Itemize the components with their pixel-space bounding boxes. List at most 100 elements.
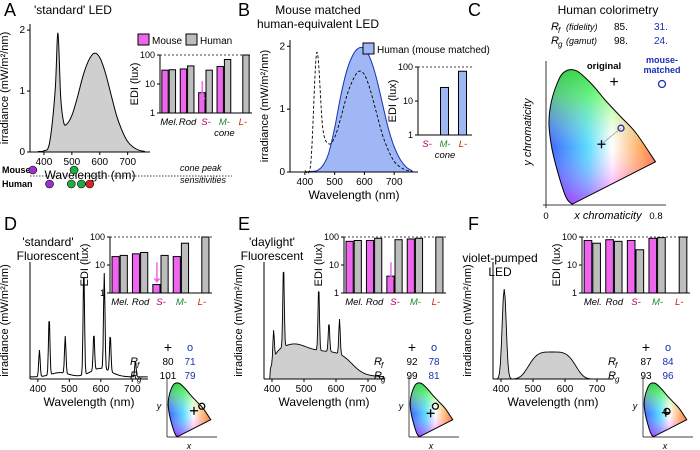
metric-rf-sub: f bbox=[615, 361, 618, 370]
edi-category-label: L- bbox=[459, 139, 467, 150]
edi-y-tick-label: 1 bbox=[150, 108, 155, 118]
edi-bar-mouse-m bbox=[648, 237, 658, 294]
edi-inset-a: 1 10 100 EDI (lux) Mel. Rod S- M- L-cone bbox=[129, 50, 252, 139]
metric-rf-mouse-matched: 84 bbox=[662, 357, 674, 368]
mini-y-label: y bbox=[156, 401, 162, 411]
x-tick-label: 400 bbox=[493, 384, 510, 395]
edi-cone-label: cone bbox=[435, 150, 456, 161]
edi-y-label: EDI (lux) bbox=[79, 244, 91, 287]
panel-b-title: human-equivalent LED bbox=[257, 17, 379, 31]
y-tick-label: 0 bbox=[19, 147, 25, 158]
gamut-fill-overlay bbox=[168, 382, 211, 437]
c-y-label: y chromaticity bbox=[522, 97, 534, 167]
y-axis-label: irradiance (mW/m²/nm) bbox=[0, 32, 11, 144]
metric-rg-original: 99 bbox=[406, 371, 418, 382]
metric-desc: (gamut) bbox=[566, 36, 597, 46]
x-tick-label: 700 bbox=[589, 384, 606, 395]
edi-y-tick-label: 1 bbox=[334, 288, 339, 298]
x-tick-label: 600 bbox=[92, 384, 109, 395]
edi-cone-label: cone bbox=[214, 128, 235, 139]
edi-y-label: EDI (lux) bbox=[551, 244, 563, 287]
metric-rf-label: R bbox=[608, 356, 616, 368]
metric-rg-original: 101 bbox=[160, 371, 177, 382]
panel-d-title: Fluorescent bbox=[17, 249, 80, 263]
edi-y-label: EDI (lux) bbox=[313, 244, 325, 287]
gamut-c bbox=[548, 69, 656, 205]
mouse-matched-legend-label: matched bbox=[643, 65, 680, 75]
edi-bar-mouse-m bbox=[172, 256, 181, 294]
x-tick-label: 500 bbox=[61, 384, 78, 395]
metric-mouse-matched: 31. bbox=[654, 22, 668, 33]
x-tick-label: 600 bbox=[328, 384, 345, 395]
x-tick-label: 700 bbox=[360, 384, 377, 395]
original-legend-label: original bbox=[587, 61, 621, 72]
edi-bar-human-l bbox=[242, 54, 250, 114]
cone-note: sensitivities bbox=[180, 175, 227, 185]
edi-y-tick-label: 10 bbox=[329, 260, 339, 270]
edi-category-label: L- bbox=[432, 297, 440, 308]
panel-letter-e: E bbox=[238, 214, 250, 234]
x-axis-label: Wavelength (nm) bbox=[508, 395, 599, 409]
edi-bar-mouse-mel bbox=[345, 240, 354, 294]
c-x-tick: 0.8 bbox=[649, 211, 662, 222]
mouse-matched-marker bbox=[198, 402, 206, 410]
edi-y-tick-label: 10 bbox=[95, 260, 105, 270]
edi-y-label: EDI (lux) bbox=[129, 63, 141, 106]
mouse-matched-marker bbox=[431, 402, 440, 410]
edi-y-tick-label: 10 bbox=[145, 79, 155, 89]
gamut-outline bbox=[548, 69, 657, 205]
x-tick-label: 500 bbox=[326, 177, 343, 188]
edi-category-label: M- bbox=[219, 117, 230, 128]
y-axis-label: irradiance (mW/m²/nm) bbox=[259, 50, 271, 162]
y-axis-label: irradiance (mW/m²/nm) bbox=[233, 264, 245, 376]
metric-header-original: + bbox=[164, 339, 172, 355]
metric-label: R bbox=[551, 21, 559, 33]
legend-mouse-label: Mouse bbox=[152, 36, 182, 47]
panel-c-title: Human colorimetry bbox=[558, 3, 659, 17]
metric-header-mouse-matched: o bbox=[665, 342, 671, 354]
spectrum-area bbox=[37, 32, 145, 153]
metric-rg-original: 93 bbox=[640, 371, 652, 382]
edi-bar-human-l bbox=[678, 236, 688, 294]
spectrum-area-mouse-matched bbox=[304, 46, 413, 173]
y-tick-label: 2 bbox=[19, 25, 25, 36]
edi-category-label: Mel. bbox=[111, 297, 129, 308]
edi-category-label: L- bbox=[675, 297, 683, 308]
edi-inset-e: 1 10 100 EDI (lux) Mel. Rod S- M- L- bbox=[313, 232, 446, 308]
edi-y-tick-label: 100 bbox=[562, 232, 577, 242]
edi-bar-mouse-rod bbox=[179, 68, 188, 114]
metric-desc: (fidelity) bbox=[566, 22, 598, 32]
metric-rf-label: R bbox=[374, 356, 382, 368]
edi-bar-mouse-rod bbox=[365, 239, 375, 294]
edi-y-tick-label: 100 bbox=[324, 232, 339, 242]
metric-original: 98. bbox=[614, 36, 628, 47]
metric-sub: f bbox=[558, 26, 561, 35]
metric-rf-sub: f bbox=[137, 361, 140, 370]
gamut-miniD bbox=[168, 382, 211, 437]
edi-category-label: Rod bbox=[179, 117, 197, 128]
panel-letter-f: F bbox=[468, 214, 479, 234]
edi-bar-human-mel bbox=[168, 69, 177, 114]
edi-category-label: M- bbox=[176, 297, 187, 308]
panel-letter-d: D bbox=[4, 214, 17, 234]
metric-sub: g bbox=[558, 40, 563, 49]
panel-letter-a: A bbox=[4, 0, 16, 20]
edi-bar-mouse-mel bbox=[583, 239, 593, 294]
edi-y-tick-label: 10 bbox=[403, 96, 413, 106]
edi-bar-human-s bbox=[205, 69, 213, 114]
edi-bar-human-mel bbox=[353, 239, 362, 294]
c-x-label: x chromaticity bbox=[573, 210, 643, 222]
gamut-outline bbox=[409, 382, 454, 438]
mini-x-label: x bbox=[186, 441, 192, 450]
spectrum-original-dashed bbox=[304, 52, 413, 174]
metric-header-mouse-matched: o bbox=[431, 342, 437, 354]
y-tick-label: 1 bbox=[19, 86, 25, 97]
x-tick-label: 500 bbox=[64, 157, 81, 168]
edi-category-label: M- bbox=[439, 139, 450, 150]
mini-x-label: x bbox=[428, 441, 434, 450]
mouse-matched-legend-label: mouse- bbox=[646, 55, 678, 65]
metric-rf-original: 80 bbox=[162, 357, 174, 368]
x-axis-label: Wavelength (nm) bbox=[44, 395, 135, 409]
x-tick-label: 600 bbox=[356, 177, 373, 188]
